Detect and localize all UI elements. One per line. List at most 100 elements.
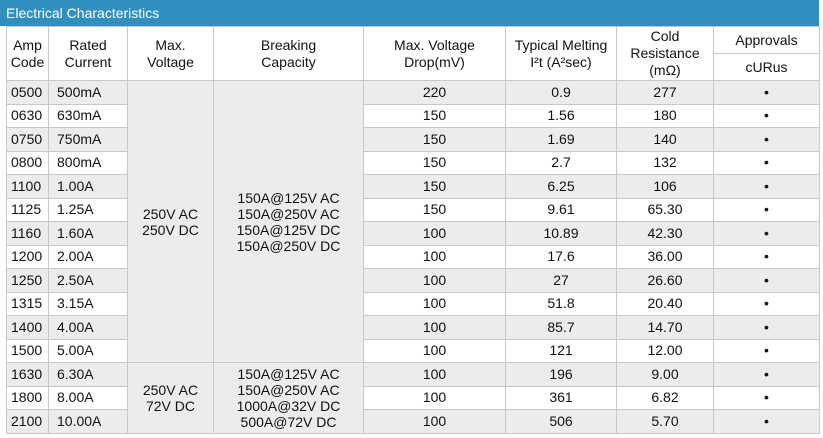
- header-max-voltage: Max. Voltage: [127, 26, 214, 81]
- table-row: 0750 750mA 150 1.69 140 •: [6, 127, 820, 152]
- max-voltage-line: 250V DC: [142, 221, 199, 238]
- header-voltage-drop: Max. Voltage Drop(mV): [363, 26, 506, 81]
- voltage-drop-cell: 150: [363, 103, 506, 128]
- voltage-drop-cell: 150: [363, 150, 506, 175]
- melting-cell: 121: [505, 338, 617, 363]
- rated-current-cell: 1.60A: [48, 221, 128, 246]
- voltage-drop-cell: 100: [363, 221, 506, 246]
- rated-current-cell: 1.00A: [48, 174, 128, 199]
- cold-resistance-cell: 5.70: [616, 409, 714, 434]
- voltage-drop-cell: 150: [363, 197, 506, 222]
- approval-dot-cell: •: [713, 80, 820, 105]
- table-row: 1250 2.50A 100 27 26.60 •: [6, 268, 820, 293]
- rated-current-cell: 6.30A: [48, 362, 128, 387]
- table-row: 1315 3.15A 100 51.8 20.40 •: [6, 291, 820, 316]
- table-row: 0500 500mA 250V AC 250V DC 150A@125V AC 150A@…: [6, 80, 820, 363]
- header-melting: Typical Melting I²t (A²sec): [505, 26, 617, 81]
- amp-code-cell: 2100: [6, 409, 49, 434]
- amp-code-cell: 1160: [6, 221, 49, 246]
- table-row: 2100 10.00A 100 506 5.70 •: [6, 409, 820, 434]
- amp-code-cell: 1630: [6, 362, 49, 387]
- approval-dot-cell: •: [713, 150, 820, 175]
- breaking-capacity-cell: 150A@125V AC 150A@250V AC 1000A@32V DC 500A…: [213, 362, 364, 434]
- max-voltage-line: 72V DC: [145, 397, 196, 414]
- cold-resistance-cell: 277: [616, 80, 714, 105]
- electrical-characteristics-table: Amp Code Rated Current Max. Voltage Breakin…: [6, 26, 820, 434]
- approval-dot-cell: •: [713, 197, 820, 222]
- breaking-capacity-line: 150A@125V AC: [237, 365, 340, 382]
- cold-resistance-cell: 180: [616, 103, 714, 128]
- rated-current-cell: 2.50A: [48, 268, 128, 293]
- melting-cell: 196: [505, 362, 617, 387]
- header-cold-resistance: Cold Resistance (mΩ): [616, 26, 714, 81]
- amp-code-cell: 0630: [6, 103, 49, 128]
- melting-cell: 1.56: [505, 103, 617, 128]
- cold-resistance-cell: 106: [616, 174, 714, 199]
- approval-dot-cell: •: [713, 244, 820, 269]
- header-curus: cURus: [713, 53, 820, 81]
- voltage-drop-cell: 150: [363, 174, 506, 199]
- amp-code-cell: 1200: [6, 244, 49, 269]
- breaking-capacity-cell: 150A@125V AC 150A@250V AC 150A@125V DC 150A…: [213, 80, 364, 363]
- cold-resistance-cell: 140: [616, 127, 714, 152]
- voltage-drop-cell: 100: [363, 244, 506, 269]
- approval-dot-cell: •: [713, 338, 820, 363]
- header-amp-code: Amp Code: [6, 26, 49, 81]
- approval-dot-cell: •: [713, 315, 820, 340]
- rated-current-cell: 8.00A: [48, 385, 128, 410]
- approval-dot-cell: •: [713, 409, 820, 434]
- rated-current-cell: 750mA: [48, 127, 128, 152]
- voltage-drop-cell: 220: [363, 80, 506, 105]
- table-row: 1500 5.00A 100 121 12.00 •: [6, 338, 820, 363]
- melting-cell: 0.9: [505, 80, 617, 105]
- breaking-capacity-line: 150A@250V DC: [236, 237, 341, 254]
- melting-cell: 1.69: [505, 127, 617, 152]
- melting-cell: 17.6: [505, 244, 617, 269]
- melting-cell: 2.7: [505, 150, 617, 175]
- rated-current-cell: 1.25A: [48, 197, 128, 222]
- max-voltage-line: 250V AC: [142, 381, 199, 398]
- cold-resistance-cell: 12.00: [616, 338, 714, 363]
- breaking-capacity-line: 500A@72V DC: [240, 413, 337, 430]
- cold-resistance-cell: 6.82: [616, 385, 714, 410]
- approval-dot-cell: •: [713, 221, 820, 246]
- melting-cell: 85.7: [505, 315, 617, 340]
- rated-current-cell: 4.00A: [48, 315, 128, 340]
- approval-dot-cell: •: [713, 291, 820, 316]
- rated-current-cell: 2.00A: [48, 244, 128, 269]
- header-approvals: Approvals: [713, 26, 820, 54]
- max-voltage-cell: 250V AC 250V DC: [127, 80, 214, 363]
- approval-dot-cell: •: [713, 103, 820, 128]
- table-row: 1800 8.00A 100 361 6.82 •: [6, 385, 820, 410]
- voltage-drop-cell: 150: [363, 127, 506, 152]
- melting-cell: 6.25: [505, 174, 617, 199]
- melting-cell: 361: [505, 385, 617, 410]
- breaking-capacity-line: 150A@250V AC: [237, 381, 340, 398]
- cold-resistance-cell: 42.30: [616, 221, 714, 246]
- cold-resistance-cell: 20.40: [616, 291, 714, 316]
- table-row: 1100 1.00A 150 6.25 106 •: [6, 174, 820, 199]
- amp-code-cell: 0500: [6, 80, 49, 105]
- table-row: 0630 630mA 150 1.56 180 •: [6, 103, 820, 128]
- table-row: 1160 1.60A 100 10.89 42.30 •: [6, 221, 820, 246]
- approval-dot-cell: •: [713, 174, 820, 199]
- rated-current-cell: 630mA: [48, 103, 128, 128]
- rated-current-cell: 500mA: [48, 80, 128, 105]
- cold-resistance-cell: 9.00: [616, 362, 714, 387]
- melting-cell: 9.61: [505, 197, 617, 222]
- cold-resistance-cell: 26.60: [616, 268, 714, 293]
- rated-current-cell: 10.00A: [48, 409, 128, 434]
- approval-dot-cell: •: [713, 127, 820, 152]
- cold-resistance-cell: 65.30: [616, 197, 714, 222]
- cold-resistance-cell: 36.00: [616, 244, 714, 269]
- max-voltage-line: 250V AC: [142, 205, 199, 222]
- voltage-drop-cell: 100: [363, 362, 506, 387]
- approval-dot-cell: •: [713, 268, 820, 293]
- cold-resistance-cell: 132: [616, 150, 714, 175]
- rated-current-cell: 800mA: [48, 150, 128, 175]
- table-row: 1200 2.00A 100 17.6 36.00 •: [6, 244, 820, 269]
- breaking-capacity-line: 150A@250V AC: [237, 205, 340, 222]
- cold-resistance-cell: 14.70: [616, 315, 714, 340]
- voltage-drop-cell: 100: [363, 409, 506, 434]
- approval-dot-cell: •: [713, 385, 820, 410]
